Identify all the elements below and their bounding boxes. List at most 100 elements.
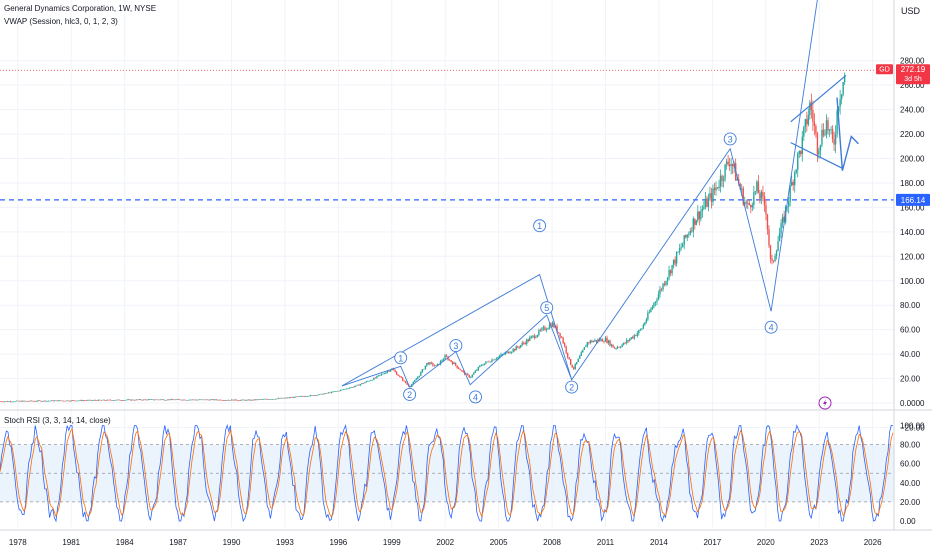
wave-label-circle — [469, 390, 482, 404]
price-candle-body — [513, 348, 516, 351]
price-candle-body — [688, 234, 690, 235]
y-tick-label: 220.00 — [900, 130, 925, 139]
price-candle-body — [677, 251, 679, 253]
stoch-k-line — [0, 424, 893, 523]
price-candle-body — [224, 400, 227, 401]
price-candle-body — [654, 301, 657, 304]
y-tick-label: 120.00 — [900, 252, 925, 261]
price-candle-body — [651, 306, 654, 309]
price-candle-body — [486, 361, 489, 363]
price-candle-body — [542, 327, 545, 329]
price-candle-body — [412, 381, 414, 385]
price-candle-body — [374, 377, 377, 379]
ticker-badge-label: GD — [879, 67, 890, 74]
y-tick-label: 60.00 — [900, 326, 921, 335]
price-candle-body — [591, 340, 593, 343]
price-candle-body — [595, 340, 598, 342]
price-candle-body — [544, 327, 546, 331]
x-tick-label: 2017 — [703, 538, 721, 547]
price-candle-body — [421, 369, 424, 373]
x-tick-label: 1987 — [169, 538, 187, 547]
price-candle-body — [430, 362, 433, 364]
price-candle-body — [414, 380, 416, 382]
price-candle-body — [837, 106, 840, 112]
price-candle-body — [71, 400, 74, 401]
stoch-tick-label: 0.00 — [900, 517, 916, 526]
price-candle-body — [376, 376, 378, 378]
price-candle-body — [787, 201, 790, 207]
vwap-indicator-label[interactable]: VWAP (Session, hlc3, 0, 1, 2, 3) — [4, 17, 118, 26]
price-candle-body — [515, 346, 517, 351]
wave-label: 1 — [537, 221, 542, 231]
price-candle-body — [261, 399, 263, 400]
price-candle-body — [792, 181, 794, 186]
price-candle-body — [563, 343, 566, 347]
price-candle-body — [212, 399, 215, 401]
price-candle-body — [217, 399, 219, 401]
price-candle-body — [551, 322, 554, 327]
price-candle-body — [38, 400, 41, 402]
price-candle-body — [600, 339, 602, 341]
x-tick-label: 1996 — [329, 538, 347, 547]
price-candle-body — [576, 361, 578, 365]
price-candle-body — [59, 400, 62, 402]
price-candle-body — [728, 164, 731, 167]
price-candle-body — [494, 359, 496, 361]
price-candle-body — [756, 181, 758, 192]
price-candle-body — [615, 348, 617, 349]
wave-label: 1 — [398, 353, 403, 363]
price-candle-body — [806, 119, 808, 125]
price-candle-body — [323, 393, 325, 395]
price-candle-body — [155, 399, 157, 401]
price-candle-body — [672, 259, 675, 266]
y-tick-label: 0.0000 — [900, 399, 925, 408]
price-candle-body — [671, 265, 673, 274]
price-candle-body — [822, 129, 825, 136]
price-candle-body — [289, 397, 292, 399]
price-candle-body — [715, 187, 717, 191]
currency-label[interactable]: USD — [900, 6, 920, 16]
price-candle-body — [87, 400, 89, 401]
price-candle-body — [18, 400, 21, 402]
price-candle-body — [724, 164, 726, 180]
price-candle-body — [627, 340, 629, 341]
wave-label: 2 — [569, 383, 574, 393]
x-tick-label: 2026 — [864, 538, 882, 547]
price-candle-body — [460, 370, 463, 371]
price-candle-body — [158, 399, 160, 401]
price-candle-body — [450, 359, 452, 362]
price-candle-body — [259, 399, 262, 401]
price-candle-body — [117, 399, 119, 401]
price-candle-body — [663, 283, 666, 285]
price-candle-body — [137, 399, 139, 401]
price-candle-body — [208, 399, 210, 401]
price-candle-body — [762, 192, 764, 197]
price-candle-body — [533, 335, 536, 338]
price-candle-body — [579, 355, 581, 359]
price-candle-body — [417, 377, 419, 379]
price-candle-body — [680, 247, 682, 249]
price-candle-body — [91, 400, 94, 401]
price-candle-body — [280, 397, 283, 399]
price-candle-body — [134, 400, 136, 401]
price-candle-body — [794, 172, 796, 186]
ticker-badge — [876, 64, 893, 75]
price-candle-body — [286, 397, 289, 399]
price-candle-body — [112, 400, 115, 401]
price-candle-body — [834, 134, 837, 145]
stoch-rsi-label[interactable]: Stoch RSI (3, 3, 14, 14, close) — [4, 416, 111, 425]
price-candle-body — [70, 400, 72, 402]
price-candle-body — [831, 128, 834, 140]
price-candle-body — [418, 375, 421, 378]
price-candle-body — [685, 235, 687, 238]
wave-label-circle — [723, 132, 737, 146]
price-candle-body — [597, 339, 599, 342]
price-candle-body — [435, 365, 437, 366]
price-candle-body — [150, 399, 153, 400]
price-candle-body — [173, 399, 175, 401]
y-tick-label: 280.00 — [900, 57, 925, 66]
price-candle-body — [751, 205, 754, 208]
y-tick-label: 40.00 — [900, 350, 921, 359]
price-candle-body — [647, 312, 649, 320]
price-candle-body — [467, 373, 469, 375]
